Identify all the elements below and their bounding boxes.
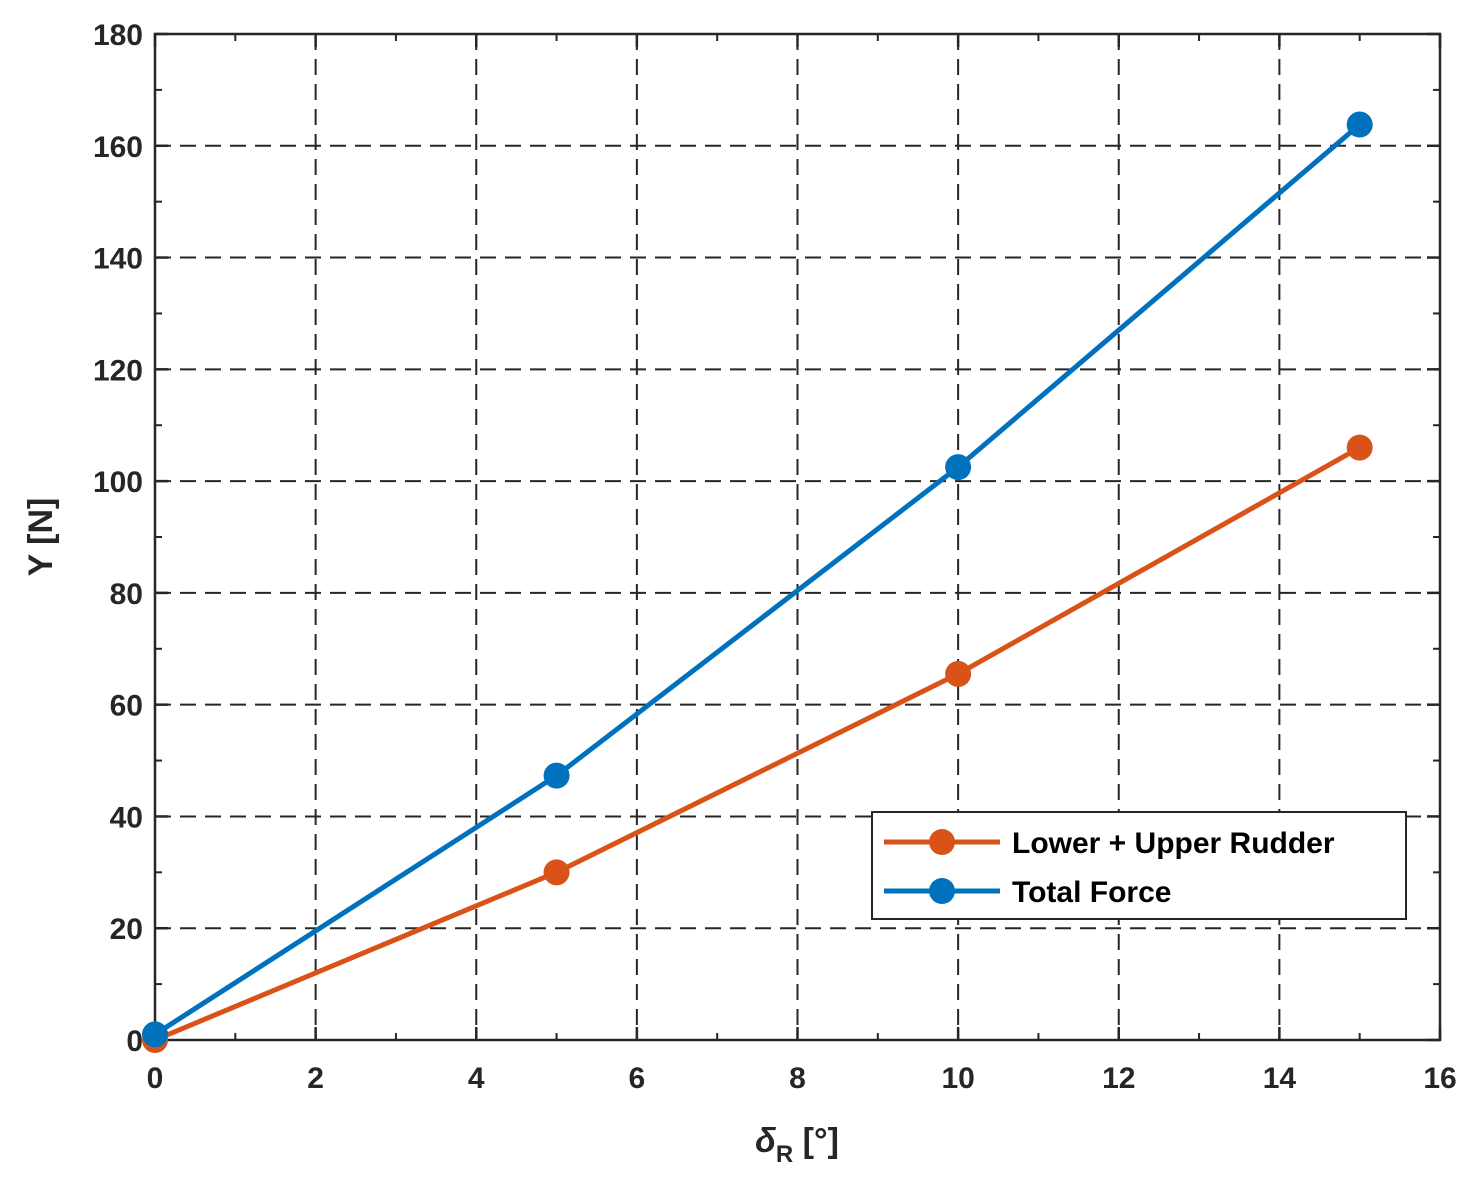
series-line-1	[153, 122, 1362, 1037]
y-tick-label: 0	[126, 1025, 143, 1058]
series-0	[142, 434, 1373, 1053]
x-tick-label: 0	[147, 1062, 164, 1095]
legend-marker-lower-upper-rudder	[929, 829, 955, 855]
data-point	[945, 454, 972, 481]
y-axis-tick-labels: 0 20 40 60 80 100 120 140 160 180	[93, 19, 143, 1058]
x-tick-label: 14	[1263, 1062, 1297, 1095]
legend-marker-total-force	[929, 878, 955, 904]
legend-entry-lower-upper-rudder: Lower + Upper Rudder	[884, 827, 1335, 860]
y-tick-label: 140	[93, 243, 143, 276]
data-point	[945, 660, 972, 687]
y-axis-label: Y [N]	[22, 498, 60, 577]
x-tick-label: 16	[1423, 1062, 1456, 1095]
y-tick-label: 80	[110, 578, 143, 611]
y-tick-label: 160	[93, 131, 143, 164]
y-tick-label: 180	[93, 19, 143, 52]
legend-box	[871, 811, 1407, 920]
y-tick-label: 100	[93, 466, 143, 499]
y-tick-label: 40	[110, 801, 143, 834]
data-point	[1346, 434, 1373, 461]
series-1	[142, 111, 1373, 1048]
x-axis-label-symbol: δ	[755, 1122, 776, 1160]
x-axis-label-subscript: R	[776, 1141, 793, 1168]
series-line-0	[154, 445, 1361, 1043]
data-point	[1346, 111, 1373, 138]
x-tick-label: 6	[629, 1062, 646, 1095]
legend-label-lower-upper-rudder: Lower + Upper Rudder	[1012, 827, 1335, 860]
x-tick-label: 12	[1102, 1062, 1135, 1095]
x-tick-label: 10	[941, 1062, 974, 1095]
x-axis-tick-labels: 0 2 4 6 8 10 12 14 16	[147, 1062, 1457, 1095]
legend-label-total-force: Total Force	[1012, 876, 1171, 909]
data-point	[543, 859, 570, 886]
x-tick-label: 4	[468, 1062, 485, 1095]
y-tick-label: 120	[93, 354, 143, 387]
data-point	[543, 762, 570, 789]
x-axis-label: δR [°]	[755, 1122, 839, 1168]
y-tick-label: 20	[110, 913, 143, 946]
series-layer	[142, 111, 1373, 1053]
y-tick-label: 60	[110, 690, 143, 723]
legend-entry-total-force: Total Force	[884, 876, 1171, 909]
legend: Lower + Upper Rudder Total Force	[871, 811, 1407, 920]
major-ticks	[153, 32, 1442, 1042]
x-tick-label: 2	[307, 1062, 324, 1095]
data-point	[142, 1021, 168, 1048]
x-tick-label: 8	[789, 1062, 806, 1095]
x-axis-label-unit: [°]	[793, 1122, 839, 1160]
